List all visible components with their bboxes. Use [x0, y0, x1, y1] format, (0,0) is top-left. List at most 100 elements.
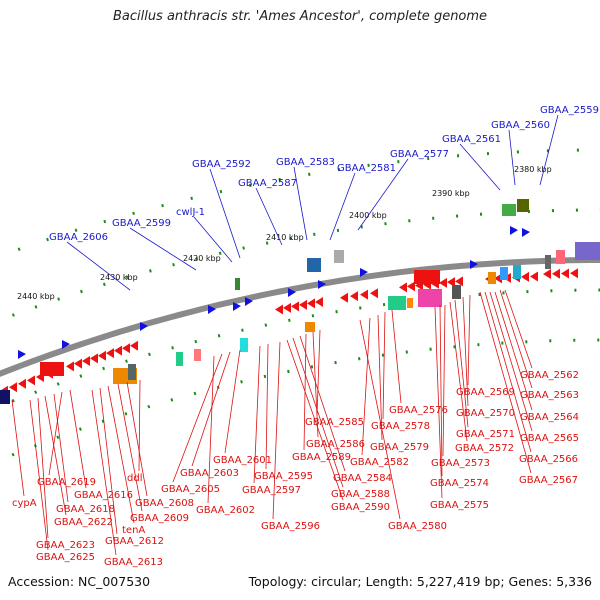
reverse-gene-block-16 [128, 364, 136, 380]
forward-gene-arrow-8 [62, 340, 70, 349]
reverse-gene-arrow-28 [130, 340, 138, 351]
reverse-gene-label-gbaa-2595: GBAA_2595 [254, 471, 313, 482]
forward-leader-gbaa-2561 [459, 143, 501, 191]
reverse-leader-gbaa-2565 [489, 291, 533, 432]
reverse-gene-block-4 [452, 285, 461, 299]
reverse-gene-label-gbaa-2584: GBAA_2584 [333, 473, 392, 484]
forward-gene-label-cwlj-1: cwlJ-1 [176, 207, 205, 218]
reverse-gene-label-gbaa-2562: GBAA_2562 [520, 370, 579, 381]
forward-gene-label-gbaa-2592: GBAA_2592 [192, 159, 251, 170]
reverse-leader-gbaa-2595 [265, 343, 269, 470]
reverse-leader-gbaa-2608 [126, 381, 148, 497]
forward-gene-label-gbaa-2561: GBAA_2561 [442, 134, 501, 145]
kbp-label-2430-kbp: 2430 kbp [100, 273, 138, 282]
forward-leader-gbaa-2560 [508, 129, 516, 186]
reverse-leader-gbaa-2601 [224, 349, 241, 454]
reverse-leader-gbaa-2588 [292, 337, 344, 488]
reverse-leader-gbaa-2590 [286, 339, 344, 501]
reverse-leader-gbaa-2612 [99, 387, 118, 535]
reverse-gene-arrow-2 [552, 268, 560, 279]
forward-gene-arrow-10 [233, 302, 241, 311]
genome-stats-text: Topology: circular; Length: 5,227,419 bp… [248, 574, 592, 589]
reverse-gene-label-gbaa-2622: GBAA_2622 [54, 517, 113, 528]
forward-gene-label-gbaa-2577: GBAA_2577 [390, 149, 449, 160]
reverse-gene-label-gbaa-2585: GBAA_2585 [305, 417, 364, 428]
reverse-gene-arrow-34 [82, 355, 90, 366]
reverse-leader-gbaa-2579 [377, 314, 383, 441]
reverse-gene-label-gbaa-2590: GBAA_2590 [331, 502, 390, 513]
reverse-leader-gbaa-2623 [37, 397, 49, 539]
reverse-leader-gbaa-2576 [391, 309, 402, 404]
reverse-gene-label-gbaa-2570: GBAA_2570 [456, 408, 515, 419]
reverse-leader-gbaa-2625 [29, 399, 49, 551]
reverse-leader-gbaa-2571 [454, 299, 469, 428]
forward-gene-arrow-0 [510, 226, 518, 235]
reverse-leader-gbaa-2572 [449, 301, 468, 442]
reverse-gene-arrow-4 [530, 271, 538, 282]
reverse-gene-block-14 [194, 349, 201, 361]
forward-gene-arrow-1 [522, 228, 530, 237]
forward-leader-gbaa-2599 [129, 227, 197, 271]
reverse-gene-label-gbaa-2618: GBAA_2618 [56, 504, 115, 515]
reverse-gene-block-0 [414, 270, 440, 284]
reverse-gene-arrow-41 [9, 382, 17, 393]
reverse-gene-arrow-30 [114, 345, 122, 356]
forward-gene-arrow-3 [360, 268, 368, 277]
forward-leader-gbaa-2606 [66, 241, 131, 291]
reverse-leader-gbaa-2602 [207, 355, 215, 504]
accession-text: Accession: NC_007530 [8, 574, 151, 589]
reverse-gene-block-12 [240, 338, 248, 352]
reverse-gene-label-gbaa-2612: GBAA_2612 [105, 536, 164, 547]
reverse-gene-label-gbaa-2589: GBAA_2589 [292, 452, 351, 463]
reverse-gene-arrow-39 [27, 375, 35, 386]
reverse-gene-arrow-0 [570, 268, 578, 279]
reverse-gene-label-gbaa-2597: GBAA_2597 [242, 485, 301, 496]
reverse-gene-arrow-25 [291, 301, 299, 312]
reverse-leader-gbaa-2597 [253, 345, 261, 484]
reverse-gene-arrow-10 [455, 276, 463, 287]
reverse-leader-gbaa-2569 [467, 294, 471, 386]
forward-gene-arrow-9 [18, 350, 26, 359]
genome-backbone [0, 257, 600, 377]
forward-leader-gbaa-2581 [329, 172, 356, 241]
reverse-gene-block-7 [488, 272, 496, 284]
reverse-gene-label-gbaa-2623: GBAA_2623 [36, 540, 95, 551]
forward-gene-arrow-6 [208, 305, 216, 314]
reverse-leader-gbaa-2586 [312, 331, 319, 438]
reverse-leader-gbaa-2619 [48, 391, 63, 476]
reverse-gene-label-gbaa-2596: GBAA_2596 [261, 521, 320, 532]
reverse-gene-block-2 [388, 296, 406, 310]
reverse-gene-label-cypa: cypA [12, 498, 37, 509]
reverse-gene-arrow-21 [340, 292, 348, 303]
reverse-leader-gbaa-2578 [382, 311, 386, 420]
reverse-gene-label-gbaa-2619: GBAA_2619 [37, 477, 96, 488]
reverse-gene-arrow-27 [275, 304, 283, 315]
forward-gene-block-0 [502, 204, 516, 216]
reverse-gene-label-gbaa-2625: GBAA_2625 [36, 552, 95, 563]
forward-leader-gbaa-2583 [293, 166, 308, 241]
kbp-label-2380-kbp: 2380 kbp [514, 165, 552, 174]
reverse-gene-label-ddl: ddl [127, 473, 142, 484]
reverse-gene-arrow-33 [90, 353, 98, 364]
reverse-leader-gbaa-2575 [434, 306, 443, 499]
reverse-gene-arrow-20 [350, 291, 358, 302]
reverse-leader-gbaa-2622 [44, 395, 67, 516]
forward-gene-label-gbaa-2559: GBAA_2559 [540, 105, 599, 116]
forward-leader-gbaa-2559 [539, 114, 559, 186]
reverse-leader-gbaa-2585 [316, 329, 321, 416]
reverse-leader-ddl [138, 379, 141, 472]
reverse-leader-gbaa-2609 [117, 383, 143, 512]
reverse-gene-block-10 [575, 242, 600, 260]
forward-gene-label-gbaa-2599: GBAA_2599 [112, 218, 171, 229]
forward-gene-arrow-2 [470, 260, 478, 269]
forward-gene-arrow-4 [318, 280, 326, 289]
reverse-gene-arrow-35 [74, 358, 82, 369]
kbp-label-2420-kbp: 2420 kbp [183, 254, 221, 263]
reverse-gene-label-gbaa-2564: GBAA_2564 [520, 412, 579, 423]
reverse-gene-block-5 [500, 267, 508, 280]
kbp-label-2440-kbp: 2440 kbp [17, 292, 55, 301]
forward-gene-label-gbaa-2581: GBAA_2581 [337, 163, 396, 174]
forward-leader-gbaa-2592 [209, 168, 241, 259]
genome-title: Bacillus anthracis str. 'Ames Ancestor',… [112, 9, 488, 24]
